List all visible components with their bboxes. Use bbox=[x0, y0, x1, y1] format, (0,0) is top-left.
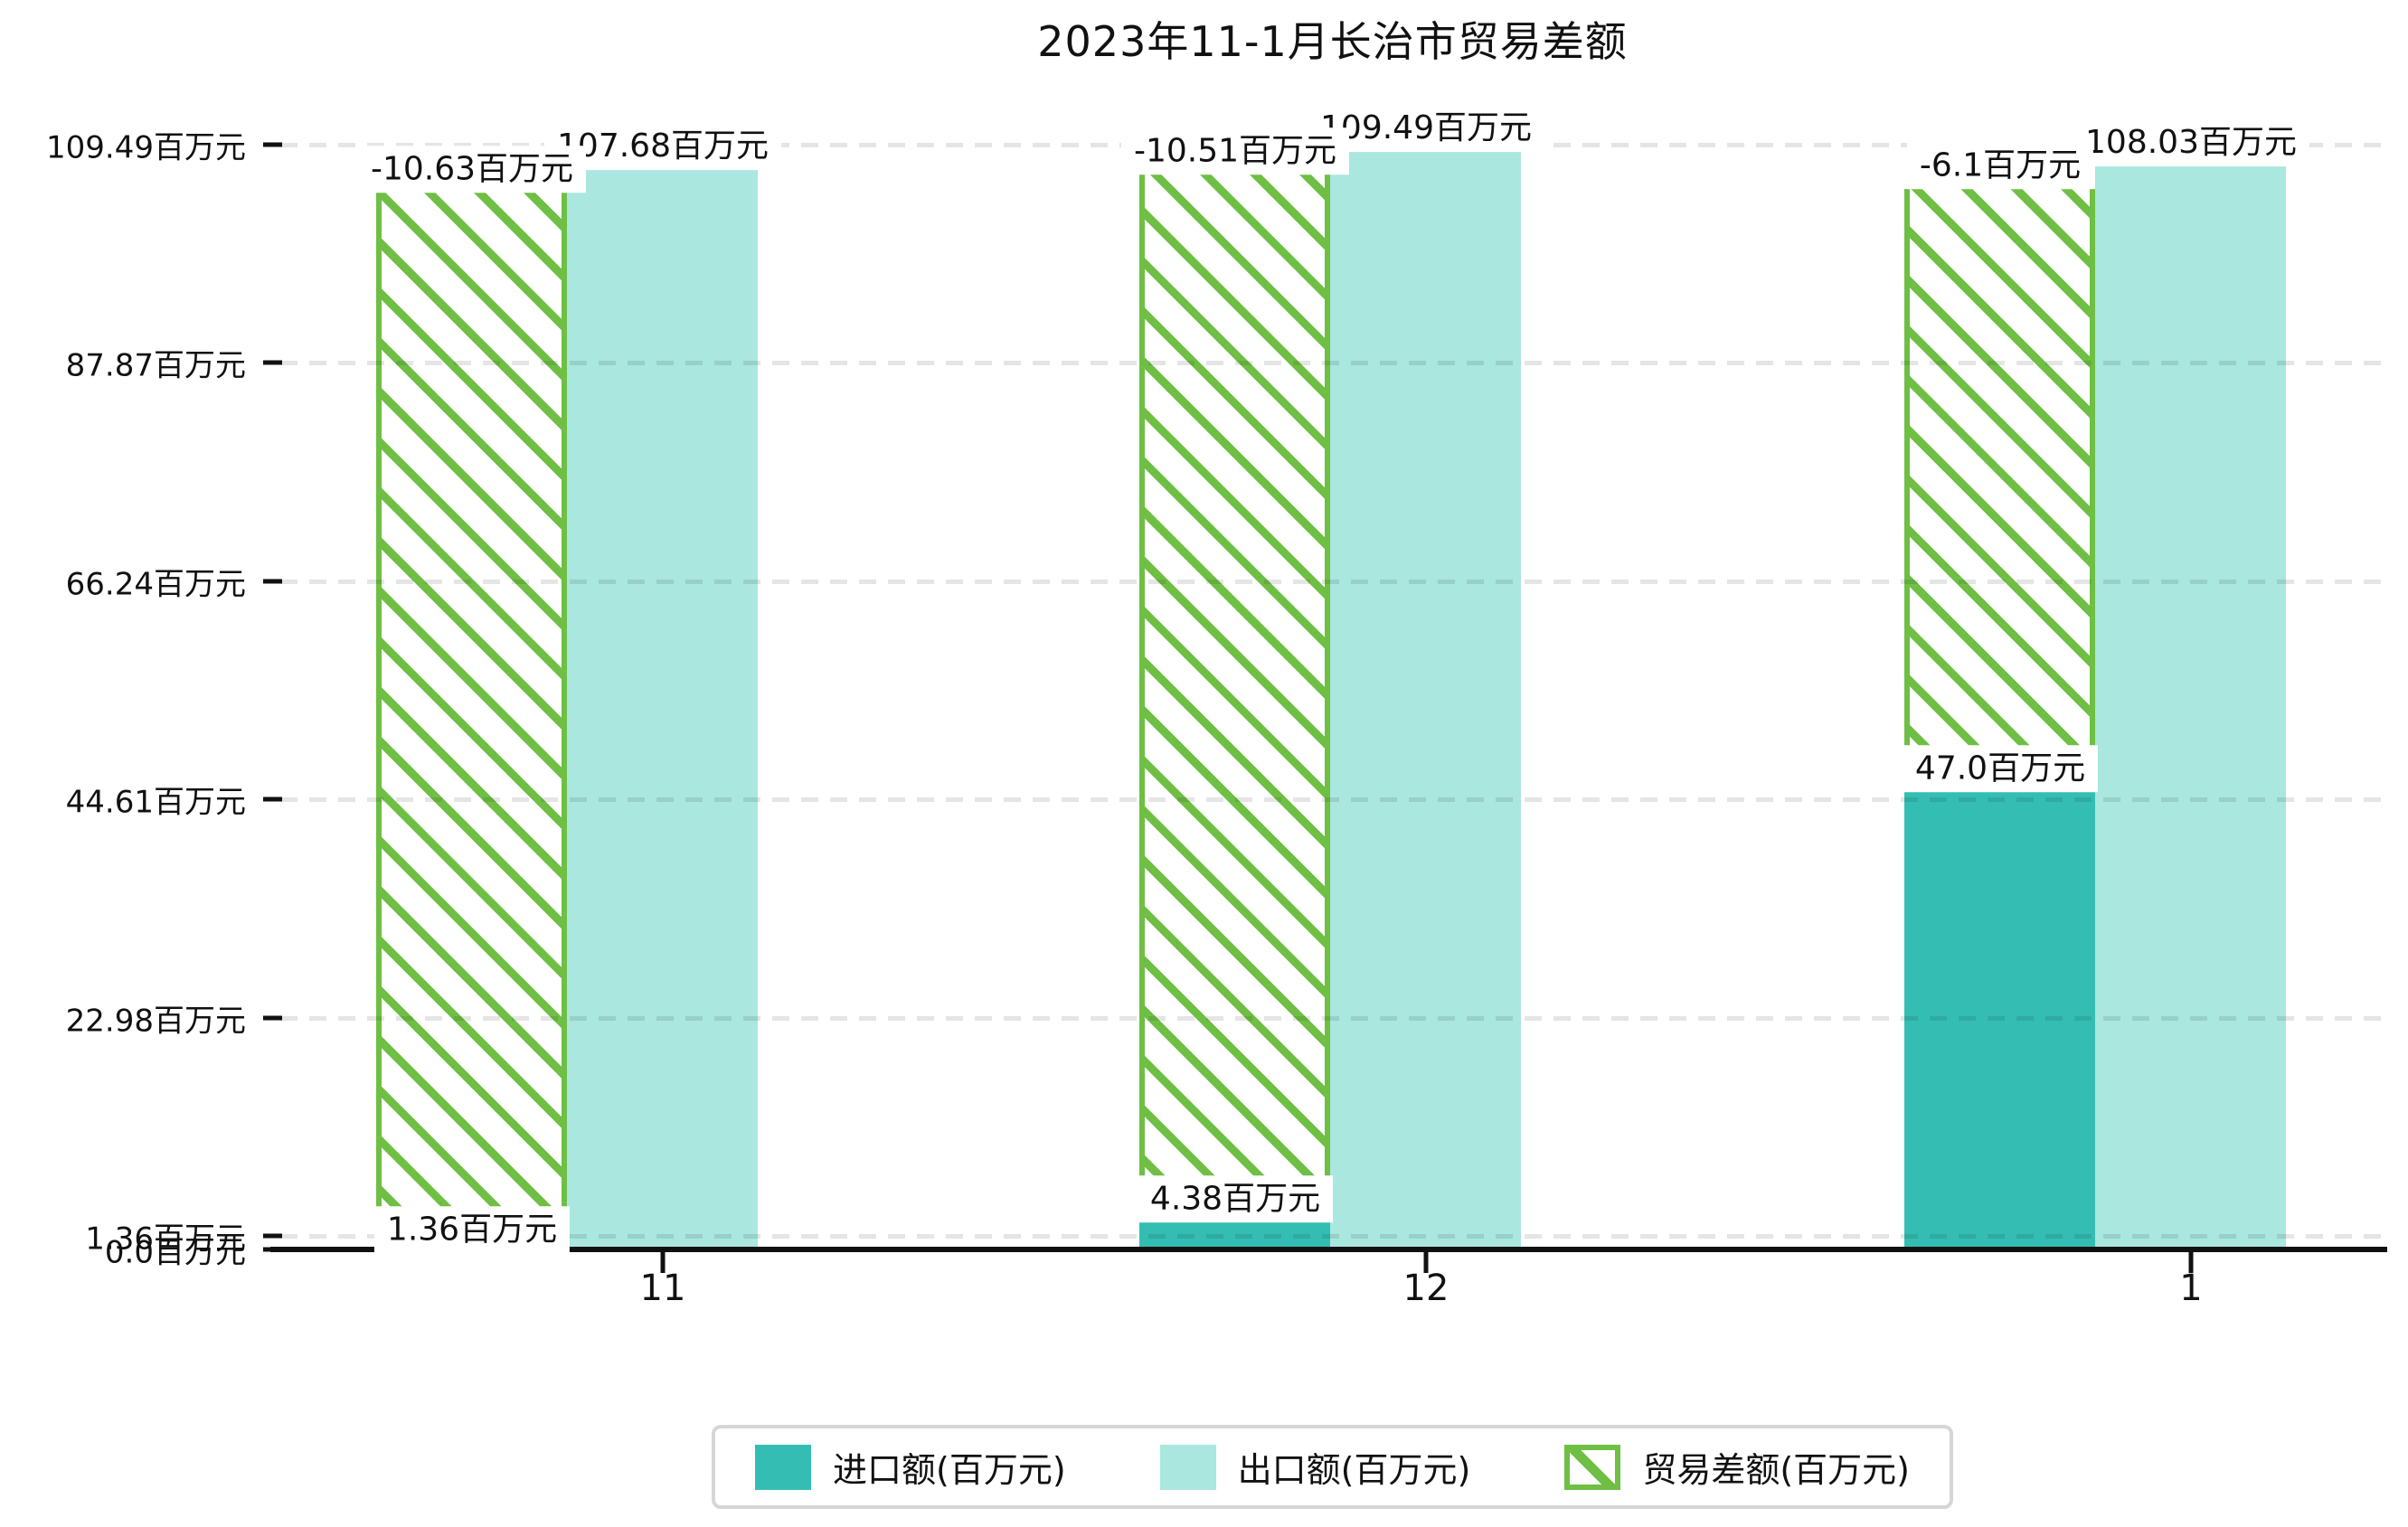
annotation-trade-balance-12: -10.51百万元 bbox=[1120, 127, 1350, 174]
imports-swatch-icon bbox=[755, 1444, 812, 1490]
y-tick-label-0: 0.0百万元 bbox=[104, 1234, 246, 1271]
y-tick-22.98 bbox=[263, 1015, 282, 1021]
y-tick-87.87 bbox=[263, 360, 282, 365]
x-tick-label-11: 11 bbox=[639, 1268, 686, 1309]
trade-balance-bar-1 bbox=[1904, 189, 2095, 776]
y-tick-0 bbox=[263, 1247, 282, 1252]
y-tick-label-22.98: 22.98百万元 bbox=[65, 1003, 246, 1040]
gridline-1.36 bbox=[280, 1233, 2384, 1239]
gridline-44.61 bbox=[280, 797, 2384, 803]
y-tick-109.49 bbox=[263, 142, 282, 147]
import-bar-1 bbox=[1904, 775, 2095, 1249]
annotation-imports-12: 4.38百万元 bbox=[1137, 1175, 1334, 1223]
export-bar-11 bbox=[567, 163, 758, 1249]
legend: 进口额(百万元) 出口额(百万元) 贸易差额(百万元) bbox=[280, 1425, 2384, 1509]
legend-box: 进口额(百万元) 出口额(百万元) 贸易差额(百万元) bbox=[712, 1425, 1953, 1509]
y-tick-1.36 bbox=[263, 1233, 282, 1239]
x-axis-line bbox=[270, 1247, 2387, 1252]
legend-label-imports: 进口额(百万元) bbox=[833, 1450, 1066, 1490]
legend-label-exports: 出口额(百万元) bbox=[1237, 1450, 1471, 1490]
x-tick-11 bbox=[660, 1252, 666, 1273]
y-tick-label-87.87: 87.87百万元 bbox=[65, 347, 246, 384]
chart-title: 2023年11-1月长治市贸易差额 bbox=[1037, 17, 1628, 66]
x-tick-label-12: 12 bbox=[1402, 1268, 1450, 1309]
y-tick-44.61 bbox=[263, 796, 282, 802]
trade-balance-bar-11 bbox=[376, 193, 567, 1236]
y-tick-66.24 bbox=[263, 579, 282, 584]
x-tick-1 bbox=[2188, 1252, 2194, 1273]
annotation-exports-1: 108.03百万元 bbox=[2073, 119, 2309, 167]
annotation-imports-11: 1.36百万元 bbox=[373, 1206, 571, 1253]
legend-label-trade-balance: 贸易差额(百万元) bbox=[1642, 1450, 1910, 1490]
gridline-87.87 bbox=[280, 361, 2384, 366]
exports-swatch-icon bbox=[1159, 1444, 1216, 1490]
annotation-trade-balance-1: -6.1百万元 bbox=[1906, 142, 2094, 190]
legend-item-trade-balance: 贸易差额(百万元) bbox=[1564, 1442, 1910, 1492]
annotation-imports-1: 47.0百万元 bbox=[1902, 745, 2099, 793]
trade-balance-swatch-icon bbox=[1564, 1444, 1621, 1490]
x-tick-12 bbox=[1423, 1252, 1429, 1273]
gridline-22.98 bbox=[280, 1015, 2384, 1021]
y-tick-label-66.24: 66.24百万元 bbox=[65, 566, 246, 603]
annotation-trade-balance-11: -10.63百万元 bbox=[357, 146, 587, 193]
y-tick-label-109.49: 109.49百万元 bbox=[46, 129, 246, 166]
trade-balance-bar-12 bbox=[1139, 174, 1330, 1206]
legend-item-exports: 出口额(百万元) bbox=[1159, 1442, 1471, 1492]
export-bar-12 bbox=[1330, 145, 1521, 1249]
gridline-66.24 bbox=[280, 579, 2384, 584]
y-tick-label-44.61: 44.61百万元 bbox=[65, 784, 246, 821]
export-bar-1 bbox=[2095, 159, 2286, 1249]
y-tick-label-1.36: 1.36百万元 bbox=[85, 1221, 246, 1258]
legend-item-imports: 进口额(百万元) bbox=[755, 1442, 1066, 1492]
x-tick-label-1: 1 bbox=[2179, 1268, 2203, 1309]
